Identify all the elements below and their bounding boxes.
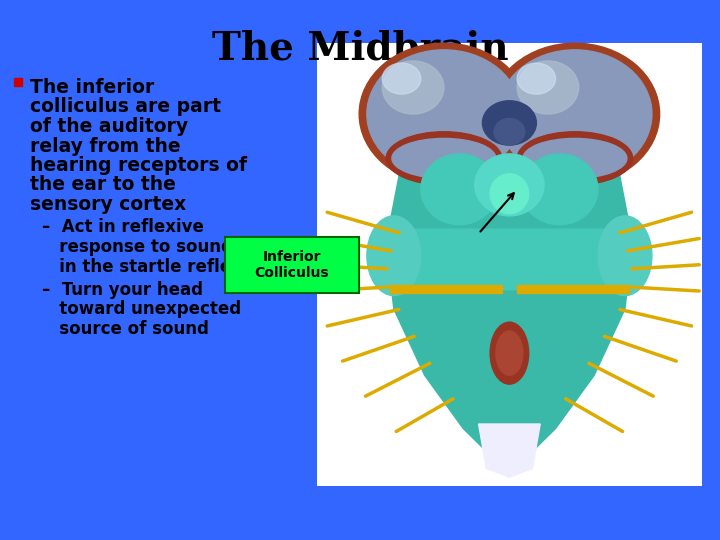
Ellipse shape: [490, 322, 528, 384]
Text: sensory cortex: sensory cortex: [30, 195, 186, 214]
Ellipse shape: [367, 216, 420, 295]
Text: of the auditory: of the auditory: [30, 117, 188, 136]
FancyBboxPatch shape: [225, 237, 359, 293]
Text: –  Turn your head: – Turn your head: [42, 281, 203, 299]
Ellipse shape: [474, 154, 544, 216]
Text: toward unexpected: toward unexpected: [42, 300, 241, 319]
Ellipse shape: [482, 101, 536, 145]
Text: colliculus are part: colliculus are part: [30, 98, 221, 117]
Ellipse shape: [496, 331, 523, 375]
Ellipse shape: [517, 63, 556, 94]
Ellipse shape: [490, 174, 528, 214]
Ellipse shape: [386, 132, 502, 185]
Text: in the startle reflex: in the startle reflex: [42, 258, 242, 275]
Ellipse shape: [392, 138, 496, 178]
FancyBboxPatch shape: [317, 43, 702, 486]
Ellipse shape: [490, 43, 660, 185]
Polygon shape: [425, 291, 594, 455]
Text: The inferior: The inferior: [30, 78, 154, 97]
Text: relay from the: relay from the: [30, 137, 181, 156]
Ellipse shape: [517, 61, 579, 114]
Ellipse shape: [382, 63, 420, 94]
Ellipse shape: [523, 138, 627, 178]
Ellipse shape: [382, 61, 444, 114]
Text: The Midbrain: The Midbrain: [212, 30, 508, 68]
Polygon shape: [394, 229, 625, 291]
Text: source of sound: source of sound: [42, 320, 209, 338]
Ellipse shape: [521, 154, 598, 225]
Ellipse shape: [517, 132, 633, 185]
Polygon shape: [479, 424, 540, 477]
Text: Inferior
Colliculus: Inferior Colliculus: [254, 250, 329, 280]
Text: response to sound as: response to sound as: [42, 238, 260, 256]
Ellipse shape: [494, 118, 525, 145]
Ellipse shape: [498, 50, 652, 178]
Ellipse shape: [359, 43, 528, 185]
Ellipse shape: [598, 216, 652, 295]
Ellipse shape: [367, 50, 521, 178]
Text: –  Act in reflexive: – Act in reflexive: [42, 219, 204, 237]
Polygon shape: [517, 285, 629, 293]
Polygon shape: [386, 163, 633, 464]
Ellipse shape: [420, 154, 498, 225]
Text: hearing receptors of: hearing receptors of: [30, 156, 247, 175]
Polygon shape: [390, 285, 502, 293]
Text: the ear to the: the ear to the: [30, 176, 176, 194]
